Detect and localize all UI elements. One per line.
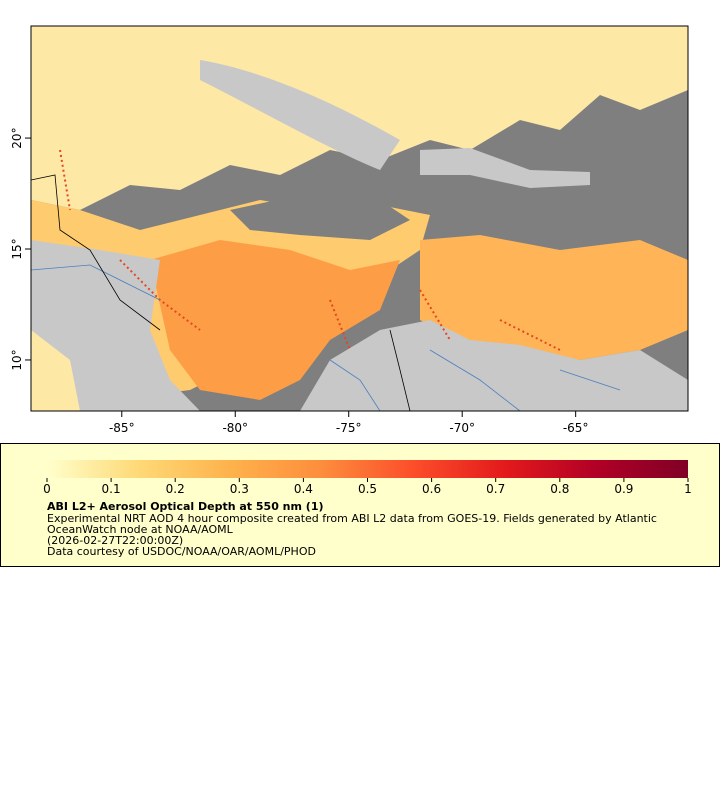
rivers [31,264,621,411]
x-tick-label: -75° [336,421,362,435]
colorbar-tick-label: 0.8 [550,482,569,496]
x-tick-label: -65° [563,421,589,435]
land-area [300,320,688,411]
map-image [31,26,688,411]
colorbar-tick-label: 0.4 [294,482,313,496]
colorbar-tick-label: 0.7 [486,482,505,496]
y-tick-label: 15° [10,238,24,259]
legend-line: Data courtesy of USDOC/NOAA/OAR/AOML/PHO… [47,545,316,558]
map-frame [30,25,689,412]
colorbar-tick-label: 0.2 [166,482,185,496]
colorbar [47,460,688,478]
land-island [420,148,590,188]
legend-line: (2026-02-27T22:00:00Z) [47,534,183,547]
high-aod-area [420,235,688,360]
colorbar-tick-label: 0.9 [614,482,633,496]
y-tick-label: 20° [10,127,24,148]
borders [31,174,411,411]
colorbar-tick-label: 0 [43,482,51,496]
colorbar-tick-label: 0.5 [358,482,377,496]
low-aod-area [31,26,688,210]
legend-line: Experimental NRT AOD 4 hour composite cr… [47,512,657,525]
legend-line: OceanWatch node at NOAA/AOML [47,523,234,536]
no-data-area [230,195,410,240]
map-axes: -85° -80° -75° -70° -65° 10° 15° 20° [10,127,588,435]
land-area [31,240,200,411]
colorbar-tick-label: 0.1 [102,482,121,496]
colorbar-tick-label: 0.3 [230,482,249,496]
colorbar-tick-label: 1 [684,482,692,496]
x-tick-label: -80° [222,421,248,435]
high-aod-area [150,240,400,400]
land-island [200,60,400,170]
colorbar-tick-label: 0.6 [422,482,441,496]
low-aod-area [31,330,80,411]
colorbar-ticks: 0 0.1 0.2 0.3 0.4 0.5 0.6 0.7 0.8 0.9 1 [43,478,692,496]
x-tick-label: -70° [449,421,475,435]
no-data-area [520,130,688,230]
x-tick-label: -85° [109,421,135,435]
legend-title: ABI L2+ Aerosol Optical Depth at 550 nm … [47,500,324,513]
y-tick-label: 10° [10,349,24,370]
